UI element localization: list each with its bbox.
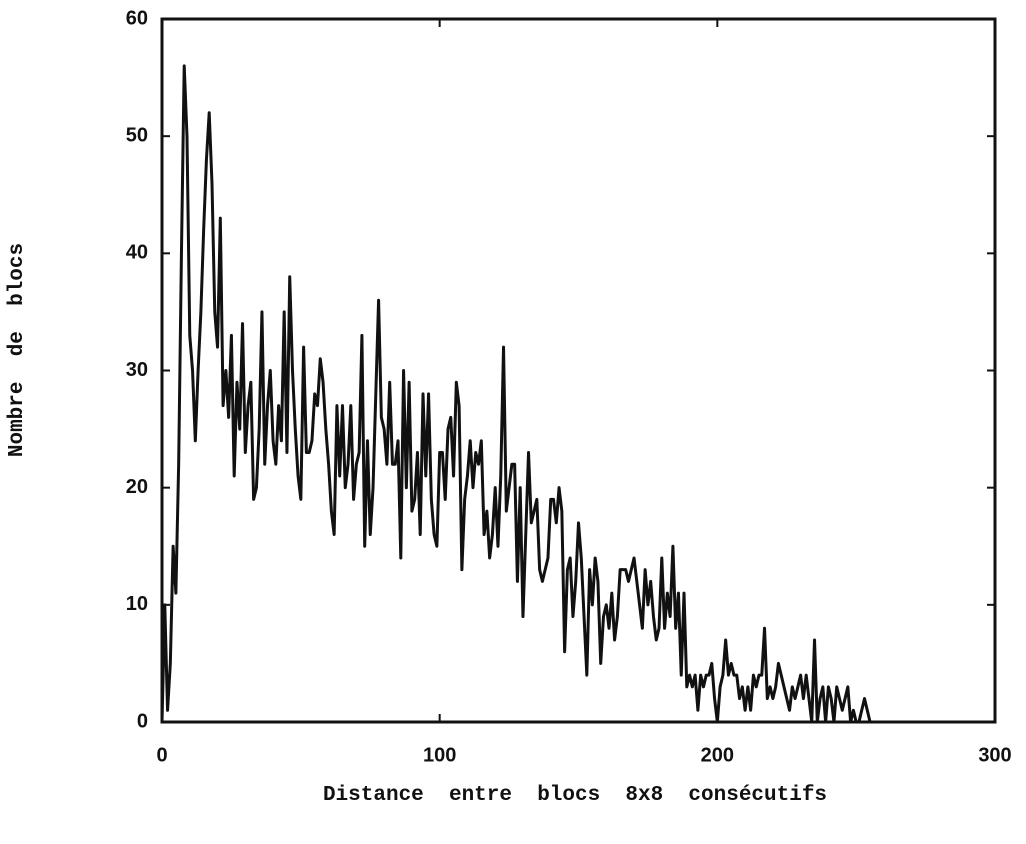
x-tick-label: 0	[156, 744, 167, 766]
y-tick-label: 40	[126, 242, 148, 264]
y-tick-label: 0	[137, 710, 148, 732]
y-tick-label: 20	[126, 476, 148, 498]
y-axis-title: Nombre de blocs	[6, 243, 29, 457]
y-tick-label: 30	[126, 359, 148, 381]
x-axis-title: Distance entre blocs 8x8 consécutifs	[323, 784, 827, 807]
data-line	[160, 64, 872, 724]
y-tick-label: 60	[126, 7, 148, 29]
x-tick-label: 100	[423, 744, 456, 766]
y-tick-label: 50	[126, 124, 148, 146]
x-tick-label: 300	[978, 744, 1011, 766]
y-tick-label: 10	[126, 593, 148, 615]
x-tick-label: 200	[701, 744, 734, 766]
